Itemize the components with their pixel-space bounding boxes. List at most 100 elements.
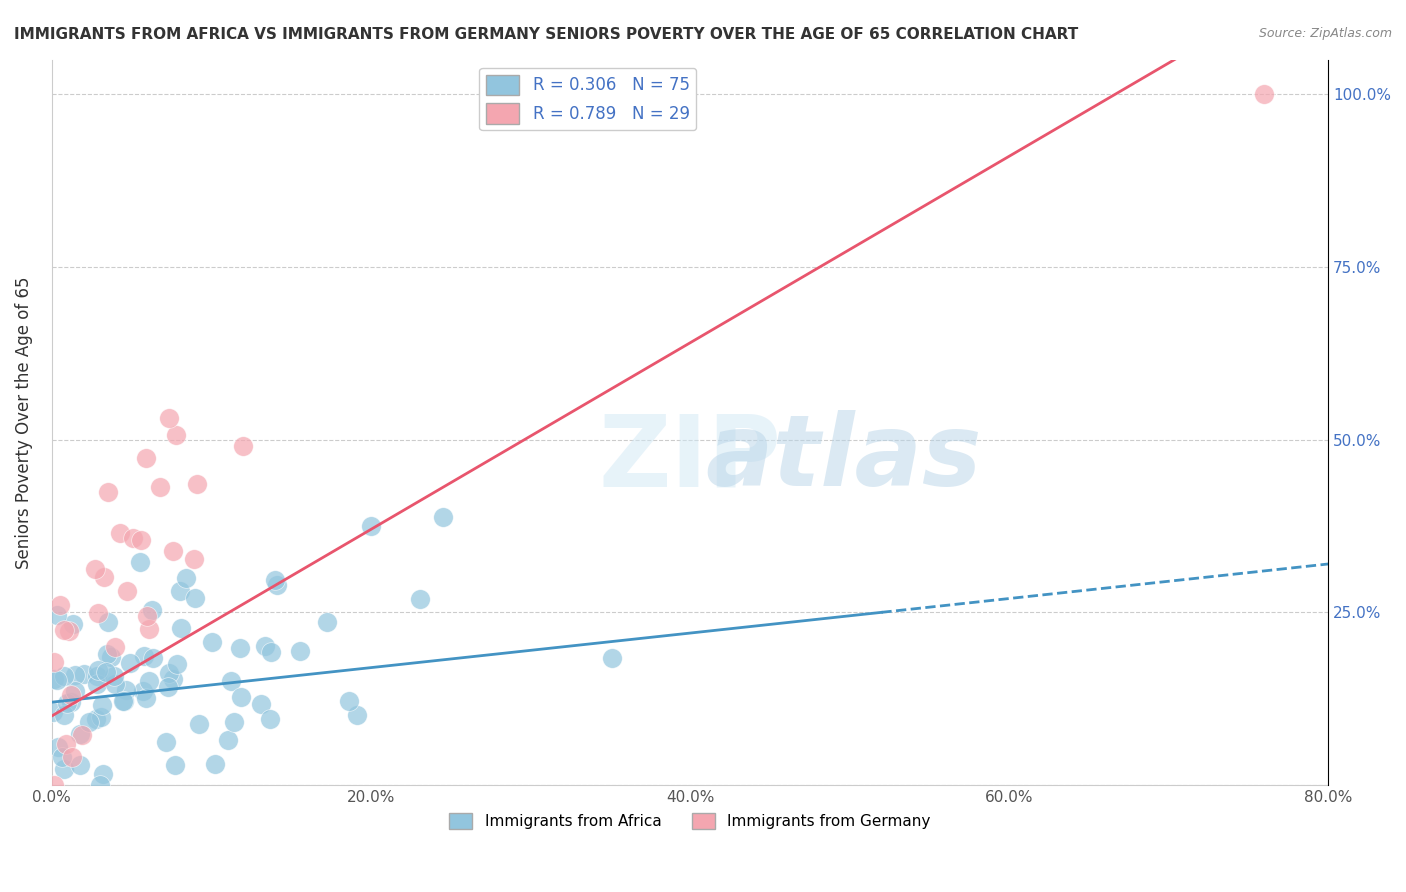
Point bbox=[129, 533, 152, 548]
Point bbox=[135, 450, 157, 465]
Point bbox=[259, 712, 281, 726]
Point bbox=[93, 570, 115, 584]
Point bbox=[70, 729, 93, 743]
Point bbox=[46, 608, 69, 623]
Text: ZIP: ZIP bbox=[599, 410, 782, 508]
Point bbox=[77, 714, 100, 729]
Point bbox=[142, 650, 165, 665]
Point bbox=[260, 645, 283, 659]
Point bbox=[86, 668, 108, 682]
Point bbox=[118, 656, 141, 670]
Point bbox=[138, 622, 160, 636]
Point bbox=[87, 607, 110, 621]
Point bbox=[184, 591, 207, 605]
Point bbox=[46, 739, 69, 754]
Point bbox=[231, 690, 253, 704]
Point bbox=[169, 583, 191, 598]
Point bbox=[128, 555, 150, 569]
Point bbox=[84, 562, 107, 576]
Point bbox=[360, 519, 382, 533]
Point bbox=[217, 733, 239, 747]
Point bbox=[183, 552, 205, 566]
Point bbox=[204, 756, 226, 771]
Point bbox=[86, 676, 108, 690]
Point bbox=[89, 778, 111, 792]
Point bbox=[60, 750, 83, 764]
Point bbox=[346, 707, 368, 722]
Point bbox=[58, 624, 80, 638]
Point bbox=[69, 758, 91, 772]
Point bbox=[63, 684, 86, 698]
Point bbox=[62, 617, 84, 632]
Point bbox=[254, 639, 277, 653]
Point bbox=[87, 664, 110, 678]
Point bbox=[97, 615, 120, 629]
Y-axis label: Seniors Poverty Over the Age of 65: Seniors Poverty Over the Age of 65 bbox=[15, 277, 32, 568]
Point bbox=[115, 584, 138, 599]
Point bbox=[135, 690, 157, 705]
Point bbox=[165, 427, 187, 442]
Point bbox=[186, 476, 208, 491]
Point bbox=[96, 647, 118, 661]
Legend: Immigrants from Africa, Immigrants from Germany: Immigrants from Africa, Immigrants from … bbox=[443, 807, 936, 836]
Point bbox=[156, 680, 179, 694]
Point bbox=[104, 640, 127, 655]
Point bbox=[232, 439, 254, 453]
Point bbox=[53, 669, 76, 683]
Point bbox=[55, 737, 77, 751]
Point bbox=[44, 656, 66, 670]
Point bbox=[69, 727, 91, 741]
Point bbox=[42, 778, 65, 792]
Point bbox=[100, 649, 122, 664]
Point bbox=[45, 673, 67, 688]
Point bbox=[249, 697, 271, 711]
Point bbox=[132, 684, 155, 698]
Point bbox=[84, 712, 107, 726]
Point bbox=[163, 758, 186, 772]
Point bbox=[409, 591, 432, 606]
Point bbox=[115, 683, 138, 698]
Point bbox=[91, 698, 114, 712]
Point bbox=[266, 577, 288, 591]
Point bbox=[90, 710, 112, 724]
Point bbox=[97, 485, 120, 500]
Point bbox=[337, 694, 360, 708]
Point bbox=[112, 694, 135, 708]
Point bbox=[60, 695, 83, 709]
Point bbox=[219, 673, 242, 688]
Point bbox=[112, 694, 135, 708]
Point bbox=[432, 509, 454, 524]
Point bbox=[52, 707, 75, 722]
Point bbox=[110, 526, 132, 541]
Point bbox=[155, 734, 177, 748]
Point bbox=[166, 657, 188, 672]
Point bbox=[170, 621, 193, 635]
Point bbox=[224, 715, 246, 730]
Point bbox=[288, 644, 311, 658]
Point bbox=[149, 480, 172, 494]
Point bbox=[48, 598, 70, 612]
Point bbox=[162, 544, 184, 558]
Point bbox=[201, 635, 224, 649]
Point bbox=[1253, 87, 1275, 102]
Point bbox=[157, 410, 180, 425]
Text: Source: ZipAtlas.com: Source: ZipAtlas.com bbox=[1258, 27, 1392, 40]
Point bbox=[162, 673, 184, 687]
Point bbox=[51, 750, 73, 764]
Text: atlas: atlas bbox=[704, 410, 981, 508]
Point bbox=[136, 608, 159, 623]
Point bbox=[188, 716, 211, 731]
Point bbox=[138, 674, 160, 689]
Point bbox=[59, 688, 82, 702]
Point bbox=[52, 762, 75, 776]
Text: IMMIGRANTS FROM AFRICA VS IMMIGRANTS FROM GERMANY SENIORS POVERTY OVER THE AGE O: IMMIGRANTS FROM AFRICA VS IMMIGRANTS FRO… bbox=[14, 27, 1078, 42]
Point bbox=[141, 603, 163, 617]
Point bbox=[65, 668, 87, 682]
Point bbox=[174, 571, 197, 585]
Point bbox=[44, 672, 66, 686]
Point bbox=[121, 531, 143, 545]
Point bbox=[264, 574, 287, 588]
Point bbox=[56, 696, 79, 710]
Point bbox=[53, 623, 76, 637]
Point bbox=[42, 705, 65, 719]
